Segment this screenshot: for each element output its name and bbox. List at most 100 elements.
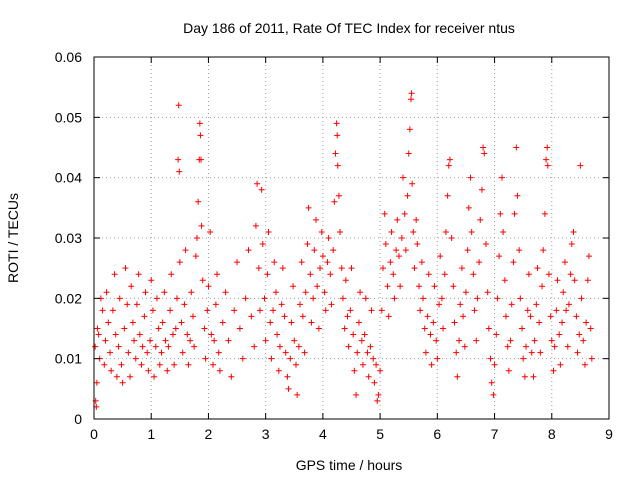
data-point: [191, 343, 198, 350]
data-point: [276, 343, 283, 350]
data-point: [214, 271, 221, 278]
data-point: [587, 325, 594, 332]
data-point: [553, 307, 560, 314]
y-tick-label: 0.05: [55, 109, 82, 125]
data-point: [444, 192, 451, 199]
data-point: [192, 253, 199, 260]
data-point: [205, 283, 212, 290]
data-point: [197, 132, 204, 139]
data-point: [182, 247, 189, 254]
data-point: [153, 295, 160, 302]
data-point: [351, 367, 358, 374]
data-point: [234, 259, 241, 266]
data-point: [199, 277, 206, 284]
data-point: [498, 174, 505, 181]
data-point: [330, 247, 337, 254]
data-point: [398, 235, 405, 241]
data-point: [262, 337, 269, 344]
data-point: [178, 319, 185, 326]
data-point: [458, 265, 465, 272]
data-point: [433, 337, 440, 344]
data-point: [342, 277, 349, 284]
data-point: [480, 144, 487, 151]
data-point: [541, 210, 548, 217]
data-point: [292, 361, 299, 368]
data-point: [198, 222, 205, 229]
data-point: [368, 307, 375, 314]
data-point: [337, 228, 344, 235]
data-point: [189, 313, 196, 320]
data-point: [135, 271, 142, 278]
data-point: [161, 289, 168, 296]
data-point: [387, 259, 394, 266]
data-point: [112, 331, 119, 338]
data-point: [128, 283, 135, 290]
data-point: [494, 295, 501, 302]
data-point: [338, 265, 345, 272]
data-point: [519, 325, 526, 332]
data-point: [297, 301, 303, 308]
data-point: [353, 391, 360, 398]
data-point: [282, 349, 289, 356]
data-point: [585, 253, 592, 260]
data-point: [513, 144, 520, 151]
data-point: [187, 337, 194, 344]
data-point: [474, 295, 481, 302]
data-point: [151, 373, 158, 380]
data-point: [103, 289, 110, 296]
data-point: [94, 325, 101, 332]
x-tick-label: 2: [205, 426, 213, 442]
ticks-layer: 0 1 2 3 4 5 6 7 8 9 0 0.01 0.02 0.03 0.04 0.05 0.06: [55, 49, 613, 442]
data-point: [437, 253, 444, 260]
data-point: [460, 313, 467, 320]
data-point: [528, 349, 535, 356]
data-point: [521, 373, 528, 380]
data-point: [438, 295, 445, 302]
data-point: [141, 313, 148, 320]
data-point: [181, 301, 188, 308]
data-point: [321, 289, 328, 296]
data-point: [481, 150, 488, 157]
data-point: [362, 295, 369, 302]
data-point: [318, 228, 325, 235]
data-point: [557, 361, 564, 368]
data-point: [397, 283, 404, 290]
data-point: [567, 271, 574, 278]
data-point: [207, 228, 214, 235]
data-point: [271, 259, 278, 266]
data-point: [573, 313, 580, 320]
data-point: [168, 271, 175, 278]
x-tick-label: 9: [605, 426, 613, 442]
data-point: [487, 355, 494, 362]
data-point: [355, 319, 362, 326]
data-point: [211, 337, 218, 344]
data-point: [358, 337, 365, 344]
data-point: [511, 210, 518, 217]
data-point: [381, 210, 388, 217]
data-point: [470, 271, 477, 278]
y-axis-label: ROTI / TECUs: [5, 193, 21, 283]
data-point: [175, 156, 182, 163]
data-point: [527, 313, 534, 320]
chart-title: Day 186 of 2011, Rate Of TEC Index for r…: [183, 20, 515, 36]
data-point: [327, 271, 334, 278]
data-point: [334, 132, 341, 139]
data-point: [374, 397, 381, 404]
data-point: [132, 355, 139, 362]
data-point: [324, 259, 331, 266]
y-tick-label: 0.04: [55, 170, 82, 186]
data-point: [434, 355, 441, 362]
data-point: [169, 331, 176, 338]
data-point: [364, 349, 371, 356]
data-point: [144, 349, 151, 356]
data-point: [133, 301, 140, 308]
data-point: [461, 343, 468, 350]
data-point: [370, 355, 377, 362]
data-point: [307, 271, 314, 278]
data-point: [548, 337, 555, 344]
data-point: [258, 186, 265, 193]
data-point: [301, 349, 308, 356]
data-point: [219, 319, 226, 326]
data-point: [485, 325, 492, 332]
data-point: [176, 168, 183, 175]
